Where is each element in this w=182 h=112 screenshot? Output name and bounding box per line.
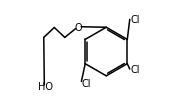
Text: HO: HO: [38, 81, 53, 91]
Text: Cl: Cl: [82, 78, 92, 88]
Text: O: O: [74, 23, 82, 32]
Text: Cl: Cl: [130, 15, 140, 25]
Text: Cl: Cl: [130, 65, 140, 74]
